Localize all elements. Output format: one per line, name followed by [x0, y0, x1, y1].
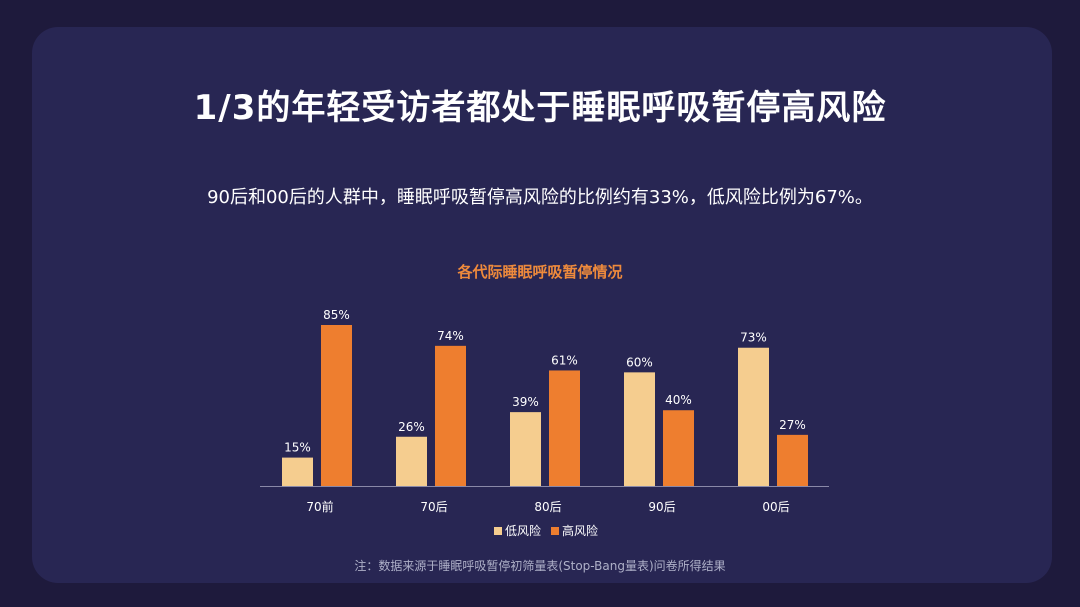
legend-label-low: 低风险	[505, 523, 541, 538]
bar-low-4	[738, 347, 769, 486]
bar-high-2	[549, 370, 580, 486]
bar-low-3	[624, 372, 655, 486]
data-label-high-0: 85%	[323, 308, 350, 322]
data-label-low-4: 73%	[740, 331, 767, 345]
page-subtitle: 90后和00后的人群中，睡眠呼吸暂停高风险的比例约有33%，低风险比例为67%。	[207, 187, 873, 208]
bar-low-0	[282, 457, 313, 486]
content-card	[32, 27, 1052, 583]
data-label-high-3: 40%	[665, 393, 692, 407]
bar-high-4	[777, 434, 808, 486]
x-tick-label-1: 70后	[420, 500, 447, 514]
bar-high-0	[321, 325, 352, 486]
data-label-low-0: 15%	[284, 441, 311, 455]
legend-swatch-high	[551, 527, 559, 535]
bar-low-2	[510, 412, 541, 486]
page-title: 1/3的年轻受访者都处于睡眠呼吸暂停高风险	[193, 88, 887, 128]
bar-high-1	[435, 345, 466, 486]
legend-swatch-low	[494, 527, 502, 535]
data-label-high-2: 61%	[551, 353, 578, 367]
x-tick-label-3: 90后	[648, 500, 675, 514]
data-label-high-4: 27%	[779, 418, 806, 432]
x-tick-label-4: 00后	[762, 500, 789, 514]
source-note: 注：数据来源于睡眠呼吸暂停初筛量表(Stop-Bang量表)问卷所得结果	[354, 559, 726, 573]
data-label-low-2: 39%	[512, 395, 539, 409]
chart-title: 各代际睡眠呼吸暂停情况	[457, 263, 623, 281]
bar-low-1	[396, 436, 427, 486]
x-tick-label-0: 70前	[306, 499, 333, 514]
bar-high-3	[663, 410, 694, 486]
data-label-low-1: 26%	[398, 420, 425, 434]
legend-label-high: 高风险	[562, 523, 598, 538]
data-label-high-1: 74%	[437, 329, 464, 343]
data-label-low-3: 60%	[626, 355, 653, 369]
x-tick-label-2: 80后	[534, 500, 561, 514]
